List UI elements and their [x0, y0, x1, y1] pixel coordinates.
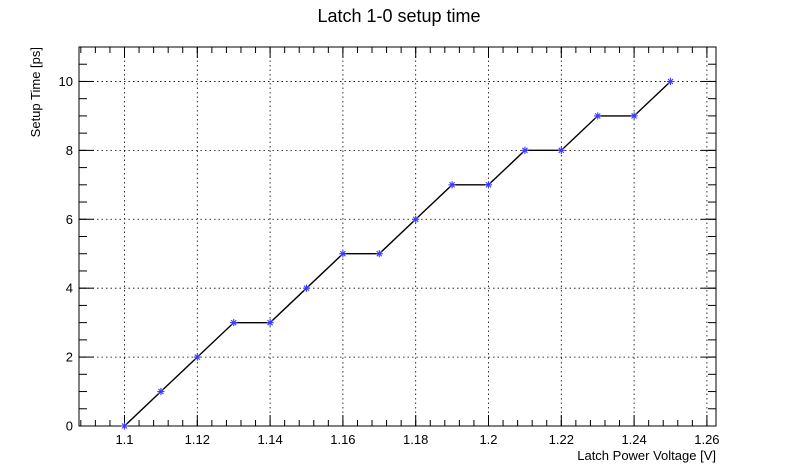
x-tick-label: 1.22 — [549, 432, 574, 447]
data-point — [157, 387, 165, 396]
data-point — [412, 215, 420, 223]
data-point — [230, 319, 238, 327]
series-line — [124, 80, 671, 427]
data-point — [193, 353, 201, 361]
grid-lines — [79, 47, 716, 427]
data-point — [302, 284, 311, 292]
x-tick-label: 1.26 — [694, 432, 719, 447]
x-tick-label: 1.14 — [257, 432, 282, 447]
plot-frame — [78, 46, 717, 427]
y-tick-label: 8 — [66, 143, 73, 158]
data-point — [557, 146, 565, 154]
x-axis-label: Latch Power Voltage [V] — [577, 448, 716, 463]
data-point — [666, 77, 675, 86]
series — [120, 77, 675, 430]
x-tick-label: 1.12 — [185, 432, 210, 447]
x-tick-label: 1.1 — [115, 432, 133, 447]
y-tick-label: 6 — [66, 212, 73, 227]
data-point — [448, 181, 456, 189]
data-point — [521, 146, 529, 154]
data-point — [339, 250, 347, 258]
data-point — [594, 112, 602, 120]
data-point — [484, 181, 493, 189]
axis-ticks — [79, 46, 716, 427]
data-point — [266, 319, 274, 327]
x-tick-label: 1.2 — [479, 432, 497, 447]
x-tick-label: 1.16 — [330, 432, 355, 447]
y-tick-label: 4 — [66, 281, 73, 296]
tick-labels: 1.1 1.12 1.14 1.16 1.18 1.2 1.22 1.24 1.26 0 2 4 6 8 1… — [59, 74, 720, 447]
x-tick-label: 1.24 — [621, 432, 646, 447]
x-tick-label: 1.18 — [403, 432, 428, 447]
y-axis-label: Setup Time [ps] — [28, 47, 43, 137]
data-point — [630, 112, 638, 120]
y-tick-label: 2 — [66, 350, 73, 365]
data-point — [120, 422, 129, 430]
y-tick-label: 10 — [59, 74, 73, 89]
y-tick-label: 0 — [66, 419, 73, 434]
data-point — [375, 250, 383, 258]
chart-title: Latch 1-0 setup time — [317, 6, 480, 26]
